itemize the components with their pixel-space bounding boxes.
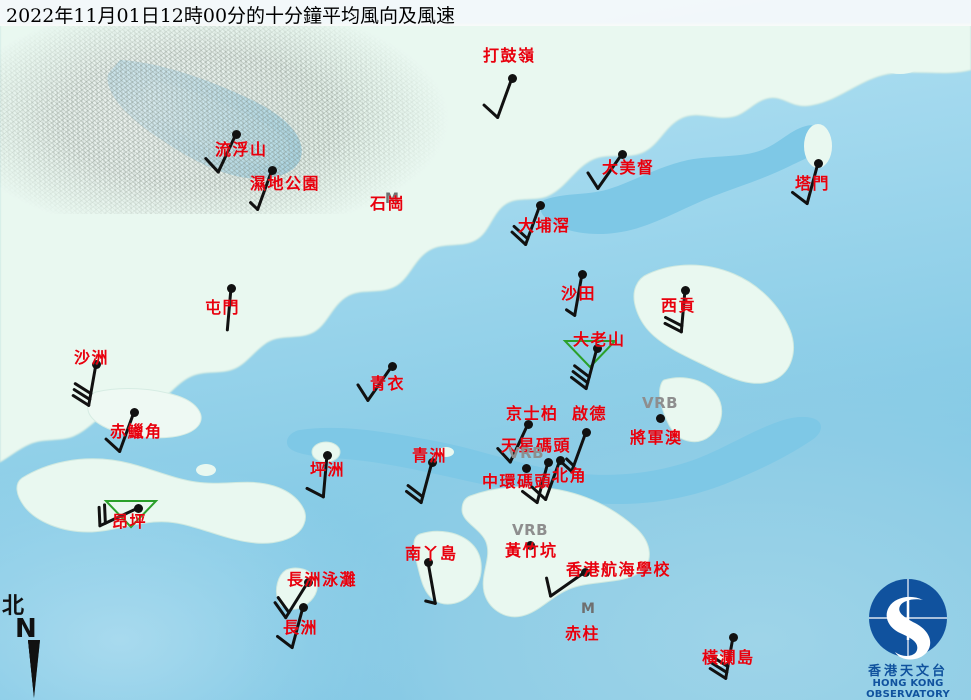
station-dot [268,166,277,175]
station-label: 長洲泳灘 [287,570,358,589]
station-dot [729,633,738,642]
station-label: 打鼓嶺 [483,46,536,65]
land-lamma [413,530,482,605]
station-dot [681,286,690,295]
station-dot [656,414,665,423]
station-dot [388,362,397,371]
station-label: 中環碼頭 [482,472,553,491]
station-label: 坪洲 [310,460,346,479]
station-dot [814,159,823,168]
land-chek-lap-kok [87,388,202,439]
station-label: 黃竹坑 [505,541,558,560]
station-label: 啟德 [572,404,608,423]
missing-data-marker: M [385,191,399,207]
station-dot [130,408,139,417]
land-clearwater-bay [659,377,723,443]
station-dot [304,578,313,587]
station-label: 青衣 [370,374,406,393]
variable-wind-marker: VRB [642,394,679,412]
page-title: 2022年11月01日12時00分的十分鐘平均風向及風速 [6,5,456,27]
title-bar [0,0,971,26]
station-dot [556,456,565,465]
land-sai-kung [633,264,794,384]
variable-wind-marker: VRB [512,521,549,539]
station-dot [508,74,517,83]
compass-label-en: N [15,614,37,644]
station-label: 長洲 [283,618,319,637]
station-dot [578,270,587,279]
station-dot [593,344,602,353]
station-label: 塔門 [795,174,831,193]
station-label: 京士柏 [506,404,559,423]
hko-logo-name-en: HONG KONG OBSERVATORY [866,678,950,700]
station-label: 屯門 [205,298,241,317]
land-islet-d [880,54,920,74]
station-label: 天星碼頭 [501,436,572,455]
station-label: 濕地公園 [250,174,321,193]
station-dot [524,420,533,429]
water-victoria-harbour [286,416,822,504]
land-islet-b [196,464,216,476]
station-dot [134,504,143,513]
station-label: 大老山 [573,330,626,349]
station-dot [323,451,332,460]
hko-logo: 香港天文台 HONG KONG OBSERVATORY [845,578,971,700]
land-islet-a [438,447,454,457]
station-label: 大埔滘 [518,216,571,235]
station-label: 流浮山 [215,140,268,159]
compass-rose: 北 N [2,588,66,698]
land-sha-chau [73,323,95,337]
station-label: 沙田 [561,284,597,303]
hko-logo-icon [869,579,947,660]
station-label: 沙洲 [74,348,110,367]
station-label: 北角 [552,466,588,485]
station-dot [618,150,627,159]
station-dot [424,558,433,567]
variable-wind-marker: VRB [508,444,545,462]
land-lantau [16,458,306,544]
land-tap-mun [804,124,832,168]
station-label: 橫瀾島 [702,648,755,667]
station-label: 西貢 [661,296,697,315]
station-dot [526,541,535,550]
water-tolo-harbour [540,125,827,234]
compass-label-cn: 北 [2,593,25,619]
station-label: 香港航海學校 [566,560,672,579]
station-dot [582,428,591,437]
station-dot [299,603,308,612]
station-label: 青洲 [412,446,448,465]
hko-logo-name-zh: 香港天文台 [867,664,948,679]
station-dot [536,201,545,210]
station-label: 南丫島 [405,544,458,563]
station-dot [227,284,236,293]
station-label: 將軍澳 [630,428,683,447]
station-dot [232,130,241,139]
compass-needle-icon [28,640,40,698]
station-label: 大美督 [602,158,655,177]
missing-data-marker: M [581,601,595,617]
station-label: 赤柱 [565,624,601,643]
station-dot [581,568,590,577]
land-islet-c [678,82,702,98]
station-dot [92,360,101,369]
station-label: 石崗 [370,194,406,213]
station-dot [428,458,437,467]
station-label: 赤鱲角 [110,422,163,441]
station-label: 昂坪 [112,512,148,531]
station-dot [522,464,531,473]
